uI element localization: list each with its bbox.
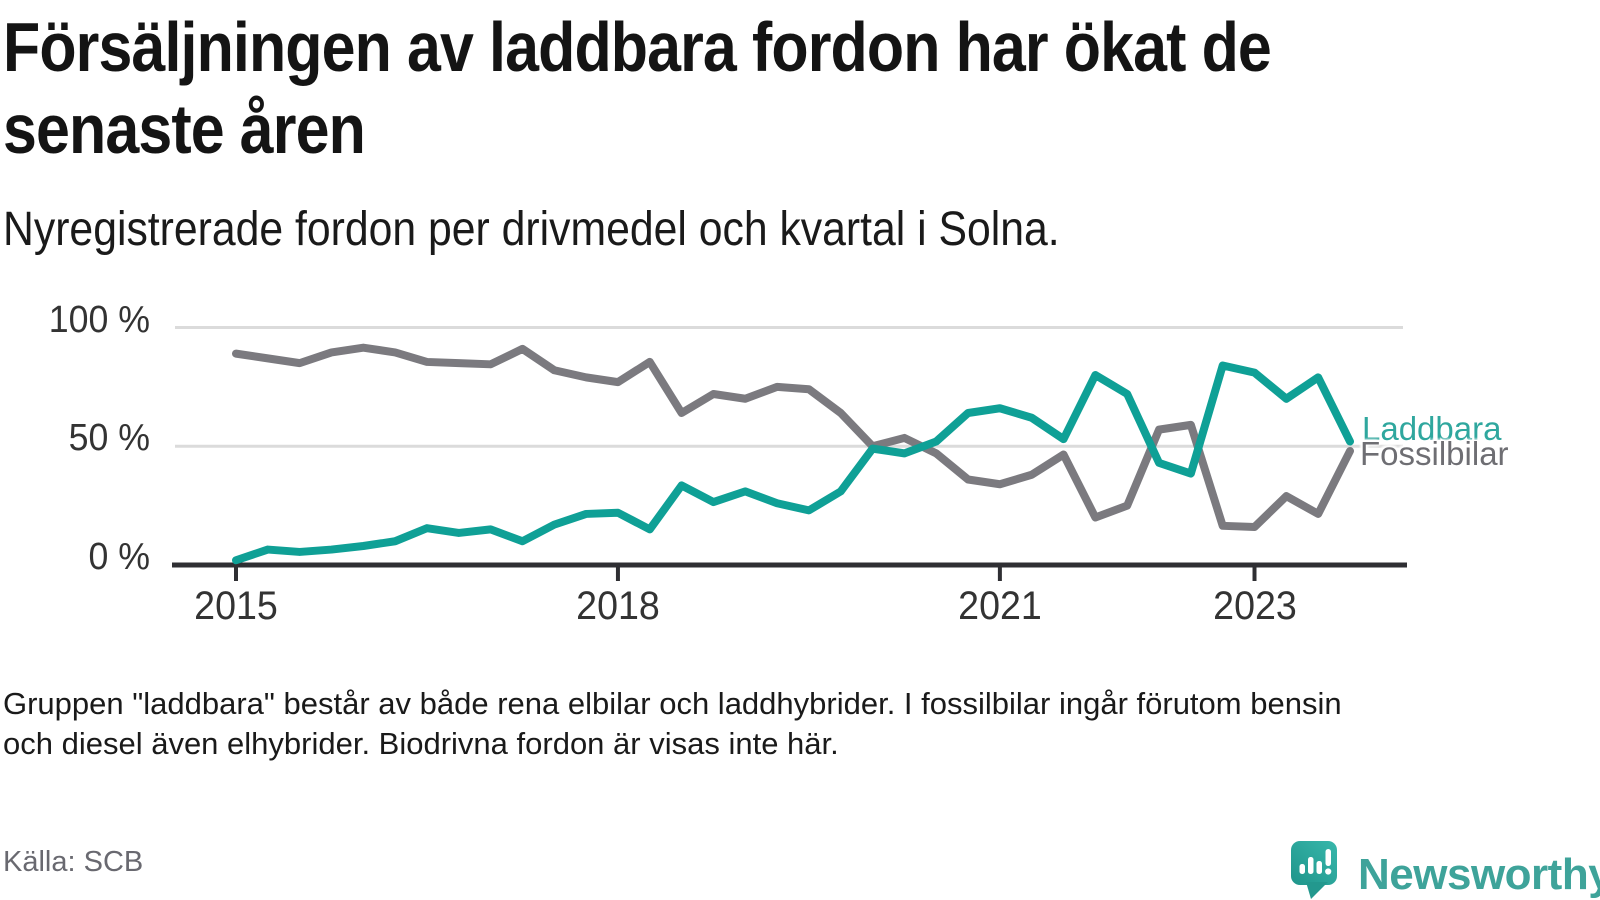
- laddbara-line: [232, 361, 1354, 565]
- legend-fossilbilar: Fossilbilar: [1360, 435, 1509, 472]
- source-label: Källa: SCB: [3, 846, 144, 878]
- x-tick-label: 2021: [958, 584, 1042, 628]
- legend-laddbara: Laddbara: [1362, 410, 1502, 447]
- x-tick-label: 2015: [194, 584, 278, 628]
- y-tick-label: 0 %: [88, 536, 150, 578]
- y-tick-label: 100 %: [48, 298, 150, 341]
- axis-ticks: [234, 565, 1257, 581]
- title-line-2: senaste åren: [3, 90, 366, 168]
- newsworthy-logo-icon: [1291, 841, 1337, 899]
- chart-footnote: Gruppen "laddbara" består av både rena e…: [3, 684, 1342, 764]
- title-line-1: Försäljningen av laddbara fordon har öka…: [3, 8, 1272, 86]
- newsworthy-wordmark: Newsworthy: [1358, 850, 1600, 899]
- page-title: Försäljningen av laddbara fordon har öka…: [3, 6, 1460, 170]
- footnote-line-1: Gruppen "laddbara" består av både rena e…: [3, 686, 1342, 721]
- x-tick-label: 2023: [1212, 584, 1297, 628]
- fossilbilar-line: [232, 343, 1354, 531]
- footnote-line-2: och diesel även elhybrider. Biodrivna fo…: [3, 726, 839, 761]
- x-tick-label: 2018: [576, 584, 660, 628]
- y-tick-label: 50 %: [68, 417, 150, 460]
- chart-subtitle: Nyregistrerade fordon per drivmedel och …: [3, 203, 1060, 256]
